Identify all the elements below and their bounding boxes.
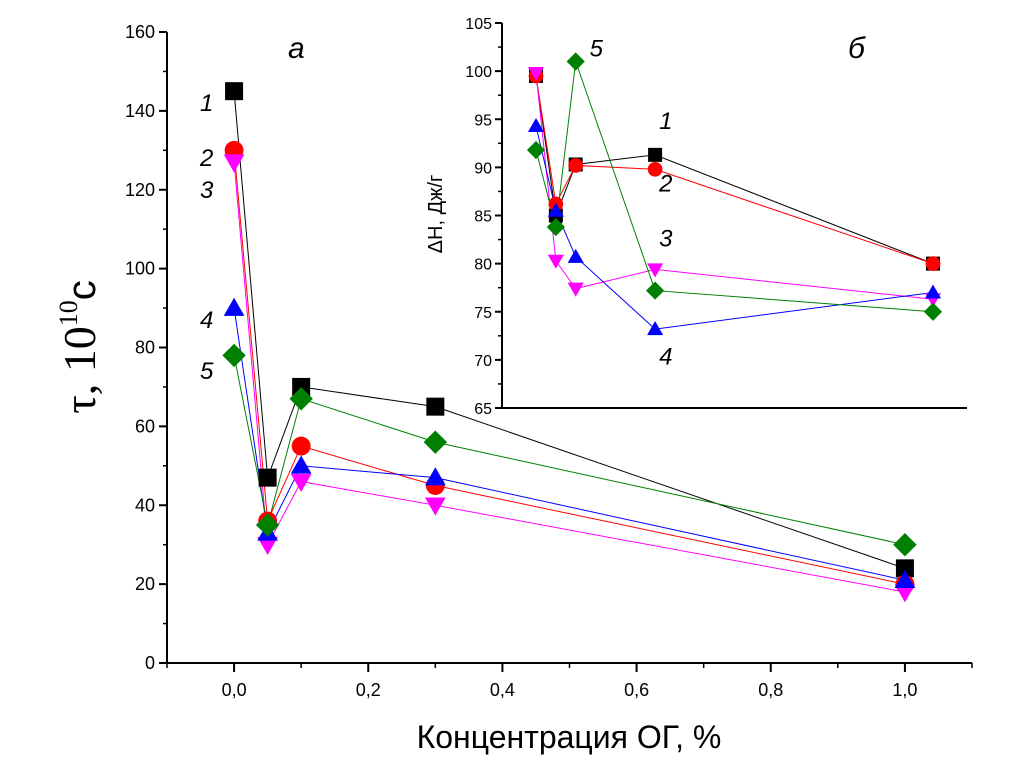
main-point-series-4	[424, 467, 446, 486]
main-series-label-3: 3	[200, 177, 214, 204]
inset-point-series-2	[647, 161, 663, 177]
main-y-tick-label: 120	[125, 180, 155, 200]
main-point-series-3	[894, 584, 916, 603]
inset-series-label-2: 2	[658, 170, 672, 197]
inset-point-series-5	[923, 302, 943, 321]
main-x-axis-label: Концентрация ОГ, %	[417, 719, 722, 755]
inset-point-series-3	[547, 254, 564, 269]
main-point-series-3	[290, 473, 312, 492]
main-y-axis-label-base: τ, 10	[54, 326, 105, 414]
inset-y-tick-label: 70	[474, 353, 492, 370]
inset-background	[502, 23, 967, 408]
inset-panel-label: б	[848, 32, 866, 65]
inset-series-label-1: 1	[659, 108, 672, 135]
main-series-group	[222, 82, 917, 603]
main-y-ticks: 0 20 40 60 80 100 120 140 160	[125, 22, 167, 673]
inset-point-series-4	[567, 248, 584, 263]
main-y-tick-label: 160	[125, 22, 155, 42]
main-x-tick-label: 0,8	[758, 680, 783, 700]
inset-y-tick-label: 80	[474, 257, 492, 274]
main-series-label-4: 4	[200, 307, 213, 334]
main-x-tick-label: 0,6	[624, 680, 649, 700]
main-y-axis-label-exp: 10	[54, 300, 83, 326]
main-y-tick-label: 80	[135, 338, 155, 358]
main-y-axis-label-unit: c	[60, 280, 104, 300]
inset-y-tick-label: 90	[474, 160, 492, 177]
inset-point-series-5	[546, 217, 565, 237]
inset-y-tick-label: 100	[465, 64, 492, 81]
main-point-series-4	[894, 569, 916, 588]
inset-series-labels: 5 1 2 3 4	[590, 36, 673, 371]
main-x-ticks: 0,0 0,2 0,4 0,6 0,8 1,0	[166, 663, 973, 700]
main-y-axis-label: τ, 1010c	[54, 280, 105, 414]
main-point-series-3	[223, 154, 245, 173]
inset-point-series-4	[547, 202, 564, 217]
main-point-series-5	[255, 513, 280, 537]
main-panel-label: а	[288, 32, 305, 65]
inset-panel: 65 70 75 80 85 90 95 100 105 5 1 2 3 4 б ΔH, Дж/г	[425, 16, 967, 418]
main-point-series-3	[257, 536, 278, 556]
main-point-series-1	[258, 468, 277, 487]
main-point-series-4	[290, 455, 312, 474]
inset-point-series-5	[646, 281, 665, 300]
inset-y-ticks: 65 70 75 80 85 90 95 100 105	[465, 16, 502, 418]
inset-point-series-3	[567, 282, 584, 297]
main-x-tick-label: 0,4	[490, 680, 515, 700]
inset-y-axis-label: ΔH, Дж/г	[425, 175, 447, 254]
main-y-tick-label: 40	[135, 495, 155, 515]
main-point-series-5	[423, 430, 448, 454]
inset-point-series-5	[526, 140, 546, 160]
main-x-tick-label: 0,0	[222, 680, 247, 700]
inset-series-label-5: 5	[590, 36, 604, 63]
inset-point-series-1	[648, 147, 663, 162]
inset-y-tick-label: 75	[474, 305, 492, 322]
inset-point-series-3	[647, 263, 664, 278]
inset-series-label-4: 4	[659, 344, 672, 371]
main-panel: 0 20 40 60 80 100 120 140 160 0,0 0,2 0,4 0,6 0,8 1,0…	[54, 22, 973, 755]
main-point-series-1	[292, 377, 311, 396]
main-y-tick-label: 140	[125, 101, 155, 121]
inset-y-tick-label: 105	[465, 16, 492, 33]
inset-point-series-5	[566, 52, 585, 71]
main-series-label-1: 1	[200, 90, 213, 117]
inset-y-tick-label: 85	[474, 209, 492, 226]
inset-point-series-2	[568, 158, 584, 173]
inset-point-series-4	[924, 284, 942, 299]
main-y-tick-label: 60	[135, 416, 155, 436]
main-point-series-5	[222, 343, 246, 368]
main-point-series-3	[424, 497, 446, 516]
main-point-series-5	[893, 532, 917, 557]
main-x-tick-label: 0,2	[356, 680, 381, 700]
main-x-tick-label: 1,0	[892, 680, 917, 700]
inset-point-series-3	[527, 67, 545, 82]
inset-point-series-4	[527, 117, 545, 133]
main-series-label-2: 2	[199, 145, 213, 172]
main-y-tick-label: 20	[135, 574, 155, 594]
main-y-tick-label: 0	[145, 653, 155, 673]
main-point-series-1	[426, 397, 445, 416]
main-y-tick-label: 100	[125, 259, 155, 279]
main-point-series-1	[895, 559, 914, 578]
main-point-series-5	[289, 387, 313, 411]
main-point-series-1	[225, 82, 244, 101]
main-point-series-4	[223, 297, 245, 316]
inset-series-label-3: 3	[659, 225, 673, 252]
inset-point-series-4	[647, 321, 664, 336]
main-point-series-2	[291, 436, 311, 456]
main-series-label-5: 5	[200, 358, 214, 385]
inset-point-series-2	[925, 256, 941, 271]
inset-series-group	[526, 52, 943, 336]
inset-y-tick-label: 95	[474, 112, 492, 129]
inset-y-tick-label: 65	[474, 401, 492, 418]
main-series-labels: 1 2 3 4 5	[199, 90, 214, 385]
